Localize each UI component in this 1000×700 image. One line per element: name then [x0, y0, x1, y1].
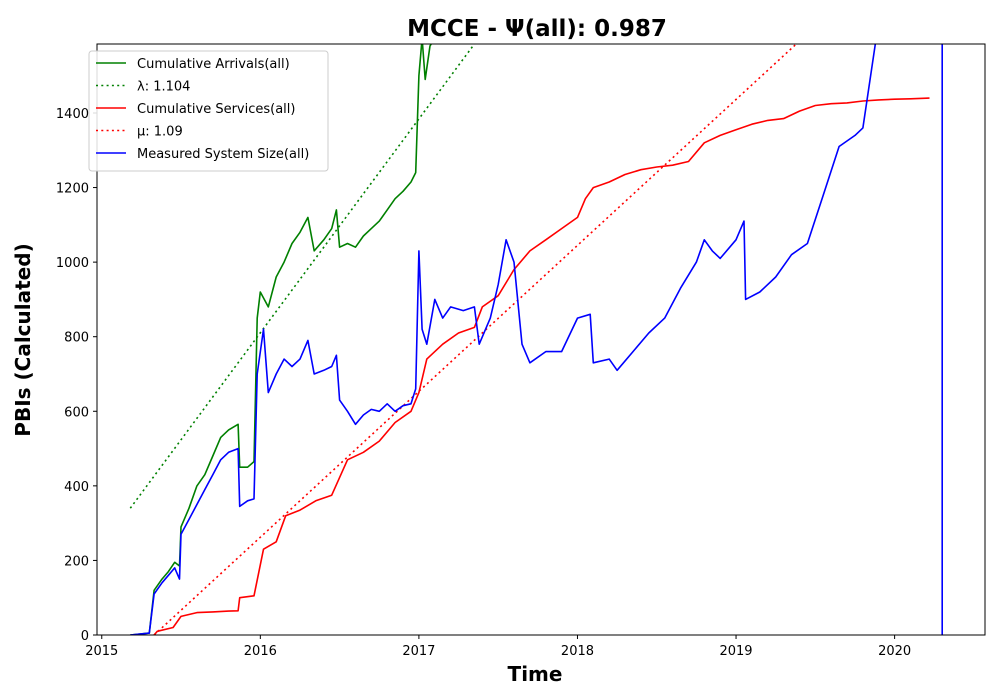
- x-axis-label: Time: [508, 662, 563, 686]
- plot-frame: [96, 43, 986, 636]
- y-tick-label: 400: [64, 480, 89, 495]
- chart-title: MCCE - Ψ(all): 0.987: [407, 16, 667, 42]
- x-tick-label: 2015: [85, 644, 118, 659]
- x-tick-label: 2017: [402, 644, 435, 659]
- x-tick-label: 2019: [719, 644, 752, 659]
- series-line-3: [153, 44, 797, 635]
- series-line-0: [130, 44, 433, 635]
- y-tick-label: 600: [64, 405, 89, 420]
- y-tick-label: 1400: [56, 107, 89, 122]
- x-axis-ticks: 2015 2016 2017 2018 2019 2020: [85, 635, 911, 659]
- y-tick-label: 0: [81, 629, 89, 644]
- y-tick-label: 1200: [56, 182, 89, 197]
- series-line-2: [153, 97, 930, 635]
- legend-label: Cumulative Services(all): [137, 102, 295, 117]
- y-axis-ticks: 0 200 400 600 800 1000 1200 1400: [56, 107, 97, 644]
- legend-label: Measured System Size(all): [137, 147, 309, 162]
- y-tick-label: 800: [64, 331, 89, 346]
- x-tick-label: 2020: [878, 644, 911, 659]
- y-axis-label: PBIs (Calculated): [11, 243, 35, 436]
- series-line-4: [130, 44, 877, 635]
- legend-box: [88, 50, 329, 172]
- legend-label: μ: 1.09: [137, 125, 183, 140]
- legend-label: λ: 1.104: [137, 80, 190, 95]
- x-tick-label: 2018: [561, 644, 594, 659]
- legend-label: Cumulative Arrivals(all): [137, 57, 290, 72]
- series-layer: [129, 44, 943, 635]
- legend: Cumulative Arrivals(all) λ: 1.104 Cumulati…: [88, 50, 329, 172]
- x-tick-label: 2016: [244, 644, 277, 659]
- y-tick-label: 200: [64, 554, 89, 569]
- y-tick-label: 1000: [56, 256, 89, 271]
- series-line-1: [129, 44, 476, 509]
